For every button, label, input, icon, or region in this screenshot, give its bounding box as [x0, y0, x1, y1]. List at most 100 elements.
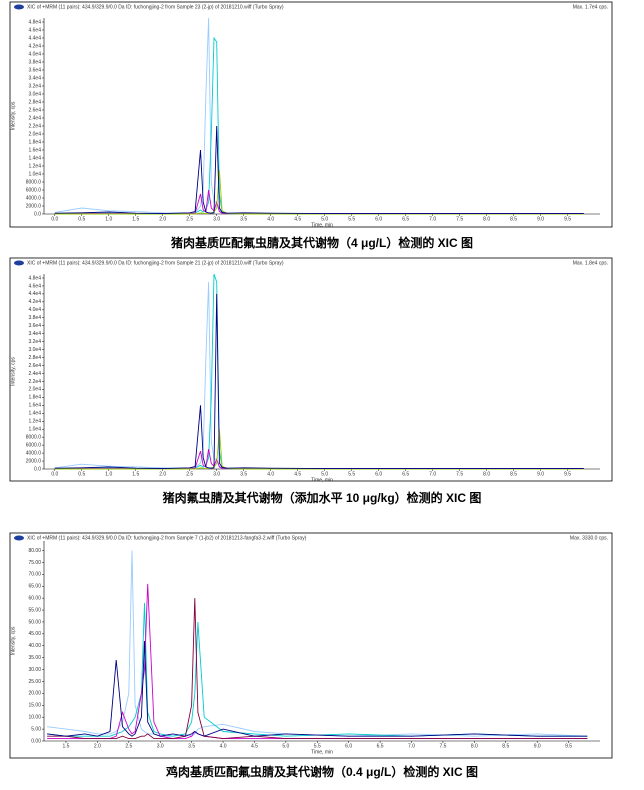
- figure-caption: 猪肉基质匹配氟虫腈及其代谢物（4 μg/L）检测的 XIC 图: [170, 235, 473, 250]
- x-tick-label: 9.0: [537, 471, 544, 477]
- panel-header: XIC of +MRM (11 pairs): 434.9/329.9/0.0 …: [27, 535, 307, 541]
- x-tick-label: 3.5: [240, 216, 247, 222]
- x-tick-label: 3.0: [213, 216, 220, 222]
- x-tick-label: 0.0: [51, 471, 58, 477]
- figure-caption: 猪肉氟虫腈及其代谢物（添加水平 10 μg/kg）检测的 XIC 图: [162, 490, 482, 505]
- x-tick-label: 1.5: [63, 743, 70, 749]
- y-tick-label: 35.00: [28, 655, 41, 661]
- y-tick-label: 1.8e4: [28, 395, 41, 401]
- x-tick-label: 0.0: [51, 216, 58, 222]
- x-tick-label: 4.5: [251, 743, 258, 749]
- x-tick-label: 4.5: [294, 216, 301, 222]
- y-axis-label: Intensity, cps: [10, 357, 16, 386]
- panel-max: Max. 1.7e4 cps.: [573, 4, 608, 10]
- trace: [54, 273, 584, 470]
- y-axis-label: Intensity, cps: [10, 101, 16, 130]
- x-tick-label: 9.5: [565, 743, 572, 749]
- y-tick-label: 2.6e4: [28, 363, 41, 369]
- y-tick-label: 3.4e4: [28, 331, 41, 337]
- y-tick-label: 2.6e4: [28, 107, 41, 113]
- y-tick-label: 3.0e4: [28, 91, 41, 97]
- y-tick-label: 55.00: [28, 607, 41, 613]
- y-tick-label: 80.00: [28, 548, 41, 554]
- y-tick-label: 3.0e4: [28, 347, 41, 353]
- y-tick-label: 4.2e4: [28, 43, 41, 49]
- y-tick-label: 3.8e4: [28, 59, 41, 65]
- y-tick-label: 2.0e4: [28, 131, 41, 137]
- x-tick-label: 0.5: [78, 216, 85, 222]
- x-tick-label: 5.0: [321, 216, 328, 222]
- trace: [54, 293, 584, 470]
- x-tick-label: 8.5: [510, 471, 517, 477]
- panel-frame: [9, 257, 613, 482]
- y-tick-label: 4.0e4: [28, 51, 41, 57]
- y-tick-label: 4.0e4: [28, 307, 41, 313]
- y-tick-label: 4000.0: [26, 195, 42, 201]
- x-tick-label: 6.5: [377, 743, 384, 749]
- x-tick-label: 2.5: [186, 471, 193, 477]
- y-tick-label: 10.00: [28, 715, 41, 721]
- y-axis-label: Intensity, cps: [10, 626, 16, 655]
- y-tick-label: 60.00: [28, 595, 41, 601]
- trace: [54, 125, 584, 215]
- y-tick-label: 65.00: [28, 584, 41, 590]
- y-tick-label: 4.6e4: [28, 283, 41, 289]
- panel-max: Max. 3330.0 cps.: [570, 535, 608, 541]
- x-tick-label: 3.0: [157, 743, 164, 749]
- y-tick-label: 2.4e4: [28, 371, 41, 377]
- y-tick-label: 3.8e4: [28, 315, 41, 321]
- y-tick-label: 1.4e4: [28, 155, 41, 161]
- x-tick-label: 8.0: [483, 471, 490, 477]
- x-tick-label: 2.5: [125, 743, 132, 749]
- y-tick-label: 2.2e4: [28, 379, 41, 385]
- figure-caption: 鸡肉基质匹配氟虫腈及其代谢物（0.4 μg/L）检测的 XIC 图: [165, 764, 478, 779]
- trace: [54, 36, 584, 215]
- x-tick-label: 4.0: [267, 216, 274, 222]
- x-tick-label: 7.0: [408, 743, 415, 749]
- trace: [54, 449, 584, 470]
- y-tick-label: 1.6e4: [28, 403, 41, 409]
- y-tick-label: 0.00: [31, 738, 41, 744]
- y-tick-label: 1.0e4: [28, 171, 41, 177]
- y-tick-label: 5.00: [31, 726, 41, 732]
- y-tick-label: 70.00: [28, 572, 41, 578]
- y-tick-label: 2000.0: [26, 458, 42, 464]
- y-tick-label: 15.00: [28, 703, 41, 709]
- panel-max: Max. 1.8e4 cps.: [573, 260, 608, 266]
- trace: [54, 169, 584, 215]
- x-tick-label: 3.0: [213, 471, 220, 477]
- x-tick-label: 7.0: [429, 471, 436, 477]
- y-tick-label: 1.4e4: [28, 411, 41, 417]
- x-tick-label: 2.0: [159, 471, 166, 477]
- trace: [47, 550, 588, 737]
- y-tick-label: 3.2e4: [28, 339, 41, 345]
- x-tick-label: 1.5: [132, 471, 139, 477]
- y-tick-label: 6000.0: [26, 187, 42, 193]
- x-tick-label: 5.0: [321, 471, 328, 477]
- trace: [47, 583, 588, 740]
- y-tick-label: 4.4e4: [28, 291, 41, 297]
- y-tick-label: 2.8e4: [28, 355, 41, 361]
- x-tick-label: 8.0: [471, 743, 478, 749]
- trace: [54, 189, 584, 215]
- y-tick-label: 6000.0: [26, 442, 42, 448]
- x-tick-label: 6.5: [402, 471, 409, 477]
- x-tick-label: 6.0: [375, 471, 382, 477]
- x-tick-label: 0.5: [78, 471, 85, 477]
- y-tick-label: 4000.0: [26, 450, 42, 456]
- x-tick-label: 5.0: [282, 743, 289, 749]
- x-tick-label: 3.5: [188, 743, 195, 749]
- y-tick-label: 3.6e4: [28, 323, 41, 329]
- x-tick-label: 9.5: [564, 471, 571, 477]
- y-tick-label: 3.6e4: [28, 67, 41, 73]
- x-tick-label: 1.5: [132, 216, 139, 222]
- trace: [54, 17, 584, 215]
- y-tick-label: 4.8e4: [28, 19, 41, 25]
- x-tick-label: 6.0: [345, 743, 352, 749]
- panel-header: XIC of +MRM (11 pairs): 434.9/329.9/0.0 …: [27, 4, 284, 10]
- trace: [54, 429, 584, 470]
- trace: [47, 598, 588, 740]
- x-axis-label: Time, min: [311, 749, 333, 755]
- y-tick-label: 4.4e4: [28, 35, 41, 41]
